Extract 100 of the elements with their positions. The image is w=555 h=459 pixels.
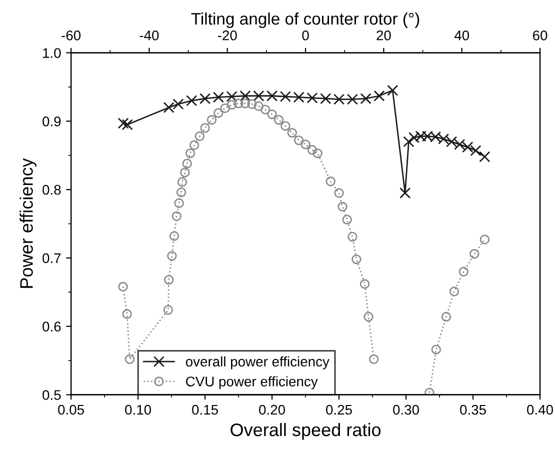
point	[360, 279, 370, 289]
x-tick-label: 0.05	[58, 404, 84, 415]
point	[441, 312, 452, 322]
y-tick-label: 0.6	[42, 322, 61, 332]
point	[352, 254, 362, 264]
point	[267, 109, 277, 120]
point	[199, 93, 211, 104]
point	[163, 305, 174, 315]
point	[124, 354, 135, 364]
point	[320, 93, 332, 104]
point	[424, 388, 434, 395]
x2-axis-title: Tilting angle of counter rotor (°)	[191, 12, 420, 28]
x2-tick-label: -20	[218, 30, 237, 40]
y-tick-label: 0.5	[42, 390, 61, 400]
point	[240, 98, 250, 108]
x2-tick-label: 60	[532, 30, 548, 40]
point	[470, 145, 482, 156]
point	[182, 158, 192, 168]
point	[306, 92, 318, 104]
point	[479, 151, 490, 162]
point	[185, 148, 196, 158]
point	[287, 128, 297, 138]
x-tick-label: 0.40	[527, 404, 553, 415]
x-axis-title: Overall speed ratio	[230, 422, 381, 440]
point	[167, 251, 177, 261]
point	[312, 148, 322, 158]
point	[164, 274, 174, 285]
point	[469, 248, 480, 259]
point	[300, 140, 310, 150]
point	[169, 231, 180, 241]
x2-tick-label: 0	[302, 30, 309, 40]
point	[163, 102, 174, 114]
y-tick-label: 0.7	[42, 253, 61, 264]
point	[274, 114, 284, 125]
point	[254, 101, 264, 111]
point	[176, 187, 186, 198]
point	[234, 98, 244, 108]
point	[293, 92, 304, 103]
point	[338, 202, 348, 212]
x-tick-label: 0.25	[326, 404, 352, 415]
point	[431, 344, 442, 354]
x-tick-label: 0.20	[259, 404, 286, 415]
point	[307, 145, 318, 155]
point	[172, 211, 182, 222]
y-axis-title: Power efficiency	[20, 158, 36, 288]
point	[280, 91, 291, 102]
point	[177, 177, 188, 187]
x2-tick-label: 20	[376, 30, 391, 40]
point	[266, 90, 278, 102]
point	[226, 91, 238, 102]
point	[172, 98, 184, 110]
point	[326, 176, 336, 186]
point	[333, 94, 345, 105]
x-tick-label: 0.30	[393, 404, 419, 415]
x2-tick-label: -60	[62, 30, 81, 40]
point	[247, 99, 257, 109]
point	[253, 90, 264, 102]
point	[122, 119, 133, 130]
point	[240, 90, 251, 102]
point	[480, 234, 490, 244]
y-tick-label: 0.9	[42, 116, 61, 126]
point	[220, 103, 230, 114]
legend-label: CVU power efficiency	[186, 376, 318, 390]
x2-tick-label: -40	[140, 30, 159, 40]
point	[369, 354, 379, 364]
x-tick-label: 0.35	[460, 404, 486, 415]
point	[348, 232, 358, 242]
point	[400, 187, 411, 199]
point	[387, 84, 398, 96]
point	[214, 108, 224, 118]
point	[360, 93, 372, 104]
legend-label: overall power efficiency	[186, 356, 330, 370]
point	[180, 168, 190, 178]
point	[200, 123, 210, 133]
point	[403, 136, 414, 148]
point	[260, 104, 270, 114]
point	[346, 94, 358, 105]
point	[174, 198, 184, 208]
point	[364, 312, 374, 322]
point	[189, 140, 200, 150]
point	[186, 95, 198, 106]
y-tick-label: 1.0	[43, 48, 61, 58]
point	[194, 131, 205, 142]
point	[342, 214, 352, 225]
point	[334, 188, 344, 198]
y-tick-label: 0.8	[42, 184, 61, 195]
point	[226, 100, 237, 110]
point	[118, 118, 129, 129]
point	[449, 286, 460, 296]
point	[458, 266, 468, 276]
point	[122, 309, 132, 319]
x-tick-label: 0.10	[125, 404, 152, 415]
point	[280, 121, 290, 131]
x2-tick-label: 40	[454, 30, 470, 40]
point	[206, 114, 217, 125]
point	[294, 135, 304, 146]
point	[374, 90, 385, 102]
point	[118, 282, 128, 292]
point	[212, 92, 224, 103]
x-tick-label: 0.15	[192, 404, 218, 415]
